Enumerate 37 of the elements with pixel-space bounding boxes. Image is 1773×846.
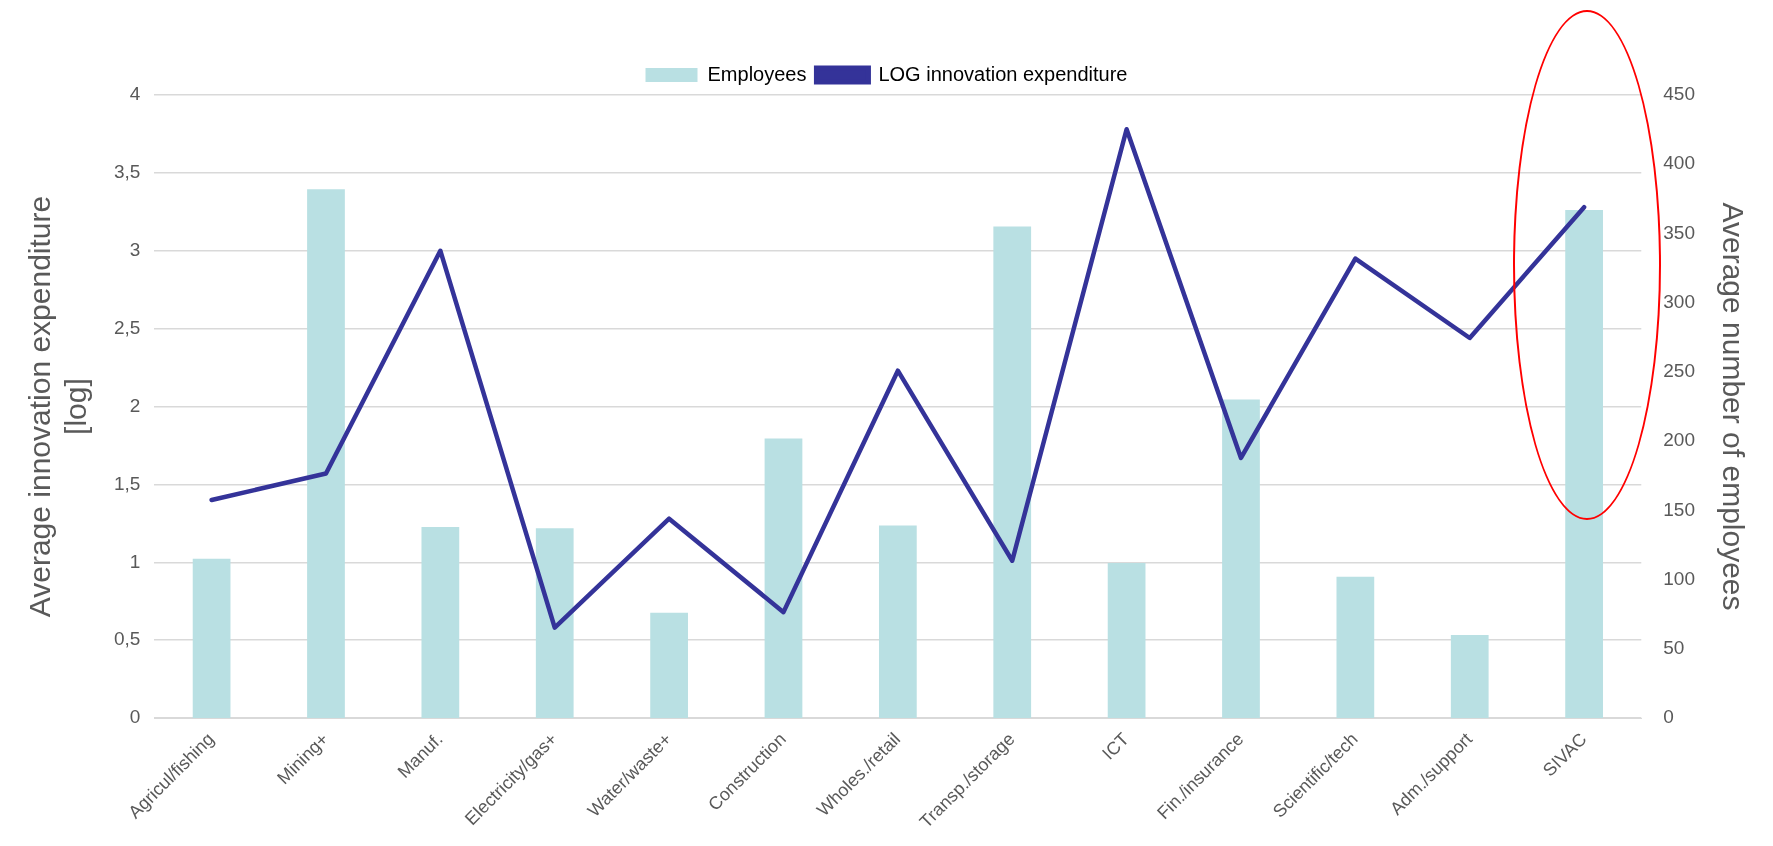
bar: [421, 526, 460, 719]
y2-tick-label: 400: [1663, 152, 1695, 174]
y2-tick-label: 250: [1663, 360, 1695, 382]
bar: [1336, 576, 1375, 719]
y-tick-label: 1,5: [113, 472, 141, 494]
y2-tick-label: 300: [1663, 290, 1695, 312]
bar: [993, 226, 1032, 719]
bar: [1107, 562, 1146, 719]
y2-tick-label: 450: [1663, 83, 1695, 105]
y-tick-label: 3: [129, 239, 141, 260]
y-axis-title: Average innovation expenditure [log]: [23, 195, 93, 618]
bar: [878, 525, 917, 719]
y2-tick-label: 100: [1663, 567, 1695, 589]
bar: [192, 558, 231, 719]
legend-label: Employees: [707, 62, 807, 85]
y-tick-label: 1: [129, 550, 141, 572]
y2-tick-label: 350: [1663, 221, 1695, 243]
bar: [1565, 209, 1603, 719]
legend-label: LOG innovation expenditure: [878, 62, 1128, 85]
bar: [535, 528, 574, 719]
y2-tick-label: 50: [1663, 637, 1685, 659]
bar: [307, 189, 345, 719]
y-tick-label: 3,5: [113, 161, 141, 183]
y2-tick-label: 200: [1663, 429, 1695, 451]
bar: [764, 438, 803, 719]
y-tick-label: 2: [129, 394, 141, 416]
y-tick-label: 2,5: [113, 316, 141, 338]
y-tick-label: 4: [129, 83, 141, 105]
y2-axis-title: Average number of employees: [1716, 202, 1750, 611]
bar: [650, 612, 688, 719]
y-tick-label: 0: [129, 706, 141, 728]
y2-tick-label: 0: [1663, 706, 1674, 728]
bar: [1450, 634, 1489, 719]
y-tick-label: 0,5: [113, 628, 141, 650]
x-tick-label: ICT: [1098, 728, 1133, 764]
y2-tick-label: 150: [1663, 498, 1695, 520]
bar: [1222, 399, 1260, 719]
